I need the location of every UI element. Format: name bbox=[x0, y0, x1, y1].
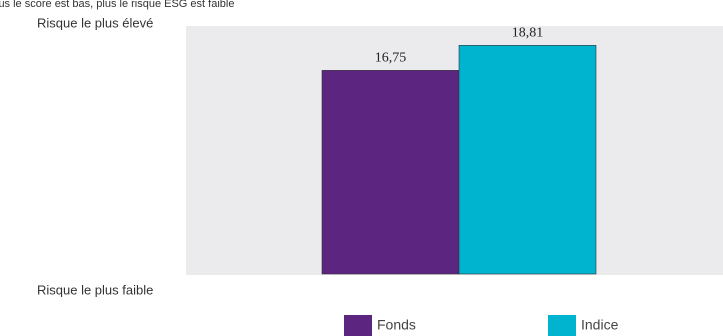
legend-label: Indice bbox=[581, 317, 619, 333]
data-label: 16,75 bbox=[375, 51, 407, 66]
bar bbox=[321, 70, 460, 275]
data-label: 18,81 bbox=[512, 26, 544, 41]
bar bbox=[458, 45, 597, 275]
legend-swatch bbox=[344, 315, 372, 336]
annotation: Risque le plus faible bbox=[37, 282, 153, 297]
legend-swatch bbox=[548, 315, 576, 336]
legend-label: Fonds bbox=[377, 317, 416, 333]
chart-title: lus le score est bas, plus le risque ESG… bbox=[0, 0, 234, 10]
annotation: Risque le plus élevé bbox=[37, 15, 153, 30]
